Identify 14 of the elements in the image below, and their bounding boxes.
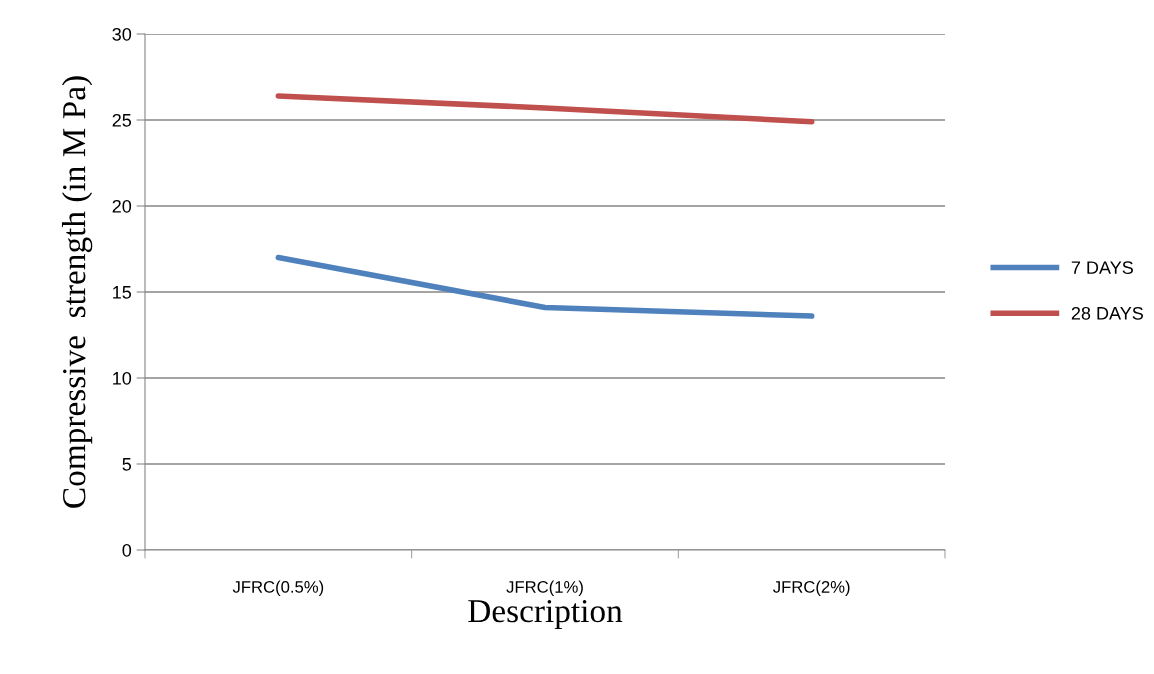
x-axis-title: Description [468, 599, 623, 630]
x-tick-label: JFRC(1%) [506, 580, 583, 597]
legend-label: 7 DAYS [1071, 261, 1133, 274]
x-tick-label: JFRC(0.5%) [232, 580, 324, 597]
y-tick-label: 5 [122, 458, 132, 471]
y-tick-label: 20 [112, 199, 132, 213]
y-tick-label: 10 [113, 371, 132, 385]
y-tick-label: 15 [113, 286, 132, 299]
y-tick-label: 25 [112, 113, 132, 127]
y-axis-title: Compressive strength (in M Pa) [61, 76, 93, 508]
y-tick-label: 0 [122, 543, 132, 557]
y-tick-label: 30 [112, 27, 132, 41]
legend-label: 28 DAYS [1071, 306, 1143, 320]
x-tick-label: JFRC(2%) [773, 580, 850, 597]
